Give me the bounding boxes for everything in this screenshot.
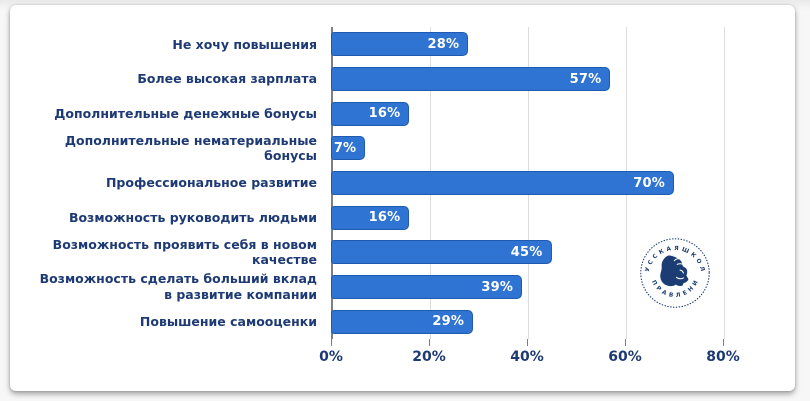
axis-tick-label: 20% (412, 349, 446, 365)
bar-row: Возможность проявить себя в новом качест… (24, 235, 781, 270)
logo-dotted-ring (640, 238, 710, 308)
category-label: Возможность сделать больший вклад в разв… (39, 271, 317, 303)
chart-plot-area: Не хочу повышения 28% Более высокая зарпла… (24, 27, 781, 339)
bar-row: Возможность руководить людьми 16% (24, 200, 781, 235)
category-label: Возможность руководить людьми (68, 209, 317, 225)
category-label: Профессиональное развитие (105, 175, 317, 191)
bar: 45% (331, 240, 552, 265)
axis-tick-mark (331, 339, 332, 346)
bar-row: Дополнительные нематериальные бонусы 7% (24, 131, 781, 166)
bar: 57% (331, 67, 611, 91)
gridline (724, 27, 725, 339)
bar-row: Профессиональное развитие 70% (24, 166, 781, 201)
axis-tick-label: 60% (608, 349, 642, 365)
chart-card: Не хочу повышения 28% Более высокая зарпла… (10, 5, 795, 391)
bar: 29% (331, 309, 474, 334)
bar: 7% (331, 136, 366, 161)
bar-row: Дополнительные денежные бонусы 16% (24, 96, 781, 131)
bar-value-label: 28% (427, 36, 460, 52)
bar-value-label: 16% (368, 106, 401, 122)
bar-value-label: 29% (432, 314, 465, 330)
bar-value-label: 70% (633, 175, 665, 191)
category-label: Более высокая зарплата (137, 71, 317, 87)
category-label: Дополнительные нематериальные бонусы (64, 132, 317, 164)
bar: 39% (331, 275, 523, 300)
bar-value-label: 16% (368, 210, 401, 226)
axis-tick-mark (625, 339, 626, 346)
axis-tick-label: 40% (510, 349, 544, 365)
bar-value-label: 45% (510, 244, 543, 260)
bar-row: Не хочу повышения 28% (24, 27, 781, 62)
category-label: Дополнительные денежные бонусы (54, 105, 317, 121)
axis-tick-label: 0% (319, 349, 343, 365)
bar-chart: Не хочу повышения 28% Более высокая зарпла… (24, 27, 781, 375)
bar: 28% (331, 32, 469, 57)
category-label: Не хочу повышения (172, 36, 317, 52)
axis-tick-label: 80% (706, 349, 740, 365)
bar: 16% (331, 205, 410, 230)
bar-row: Повышение самооценки 29% (24, 304, 781, 339)
bar-row: Возможность сделать больший вклад в разв… (24, 270, 781, 305)
category-label: Повышение самооценки (139, 313, 317, 329)
bar: 70% (331, 171, 674, 196)
lion-head-icon (660, 255, 689, 287)
axis-tick-mark (429, 339, 430, 346)
bar-row: Более высокая зарплата 57% (24, 62, 781, 97)
bar: 16% (331, 101, 410, 126)
bar-value-label: 7% (333, 140, 357, 156)
axis-tick-mark (527, 339, 528, 346)
bar-value-label: 39% (481, 279, 514, 295)
bar-value-label: 57% (569, 71, 602, 87)
x-axis: 0% 20% 40% 60% 80% (24, 339, 781, 375)
category-label: Возможность проявить себя в новом качест… (52, 236, 317, 268)
axis-tick-mark (723, 339, 724, 346)
company-logo-stamp: • Р У С С К А Я Ш К О Л А • У П Р А В Л … (639, 237, 710, 308)
